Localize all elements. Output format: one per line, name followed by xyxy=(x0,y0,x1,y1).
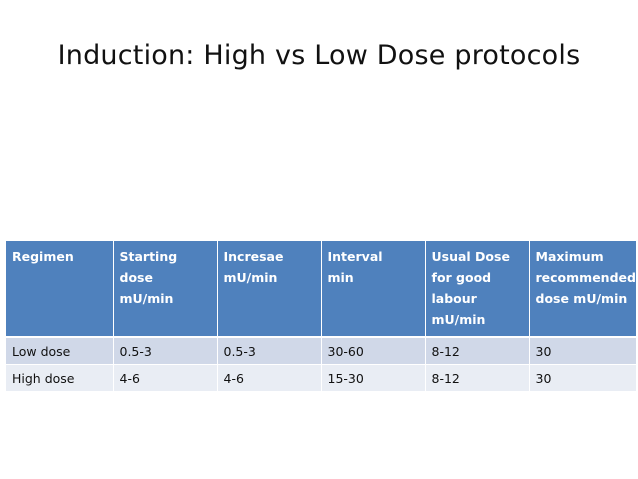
cell-usual-dose: 8-12 xyxy=(425,337,530,365)
slide-title: Induction: High vs Low Dose protocols xyxy=(57,40,581,71)
cell-interval: 15-30 xyxy=(321,364,426,391)
header-usual-dose: Usual Dose for good labour mU/min xyxy=(425,241,530,338)
table-header-row: Regimen Starting dose mU/min Incresae mU… xyxy=(6,241,636,338)
header-maximum-dose: Maximum recommended dose mU/min xyxy=(529,241,636,338)
cell-regimen: Low dose xyxy=(6,337,114,365)
cell-starting-dose: 0.5-3 xyxy=(113,337,218,365)
cell-increase: 4-6 xyxy=(217,364,322,391)
header-increase: Incresae mU/min xyxy=(217,241,322,338)
cell-regimen: High dose xyxy=(6,364,114,391)
header-regimen: Regimen xyxy=(6,241,114,338)
cell-starting-dose: 4-6 xyxy=(113,364,218,391)
dose-protocol-table: Regimen Starting dose mU/min Incresae mU… xyxy=(6,241,636,391)
table-row-low-dose: Low dose 0.5-3 0.5-3 30-60 8-12 30 xyxy=(6,337,636,365)
cell-interval: 30-60 xyxy=(321,337,426,365)
table-row-high-dose: High dose 4-6 4-6 15-30 8-12 30 xyxy=(6,364,636,391)
cell-maximum-dose: 30 xyxy=(529,364,636,391)
cell-usual-dose: 8-12 xyxy=(425,364,530,391)
cell-maximum-dose: 30 xyxy=(529,337,636,365)
header-starting-dose: Starting dose mU/min xyxy=(113,241,218,338)
header-interval: Interval min xyxy=(321,241,426,338)
cell-increase: 0.5-3 xyxy=(217,337,322,365)
